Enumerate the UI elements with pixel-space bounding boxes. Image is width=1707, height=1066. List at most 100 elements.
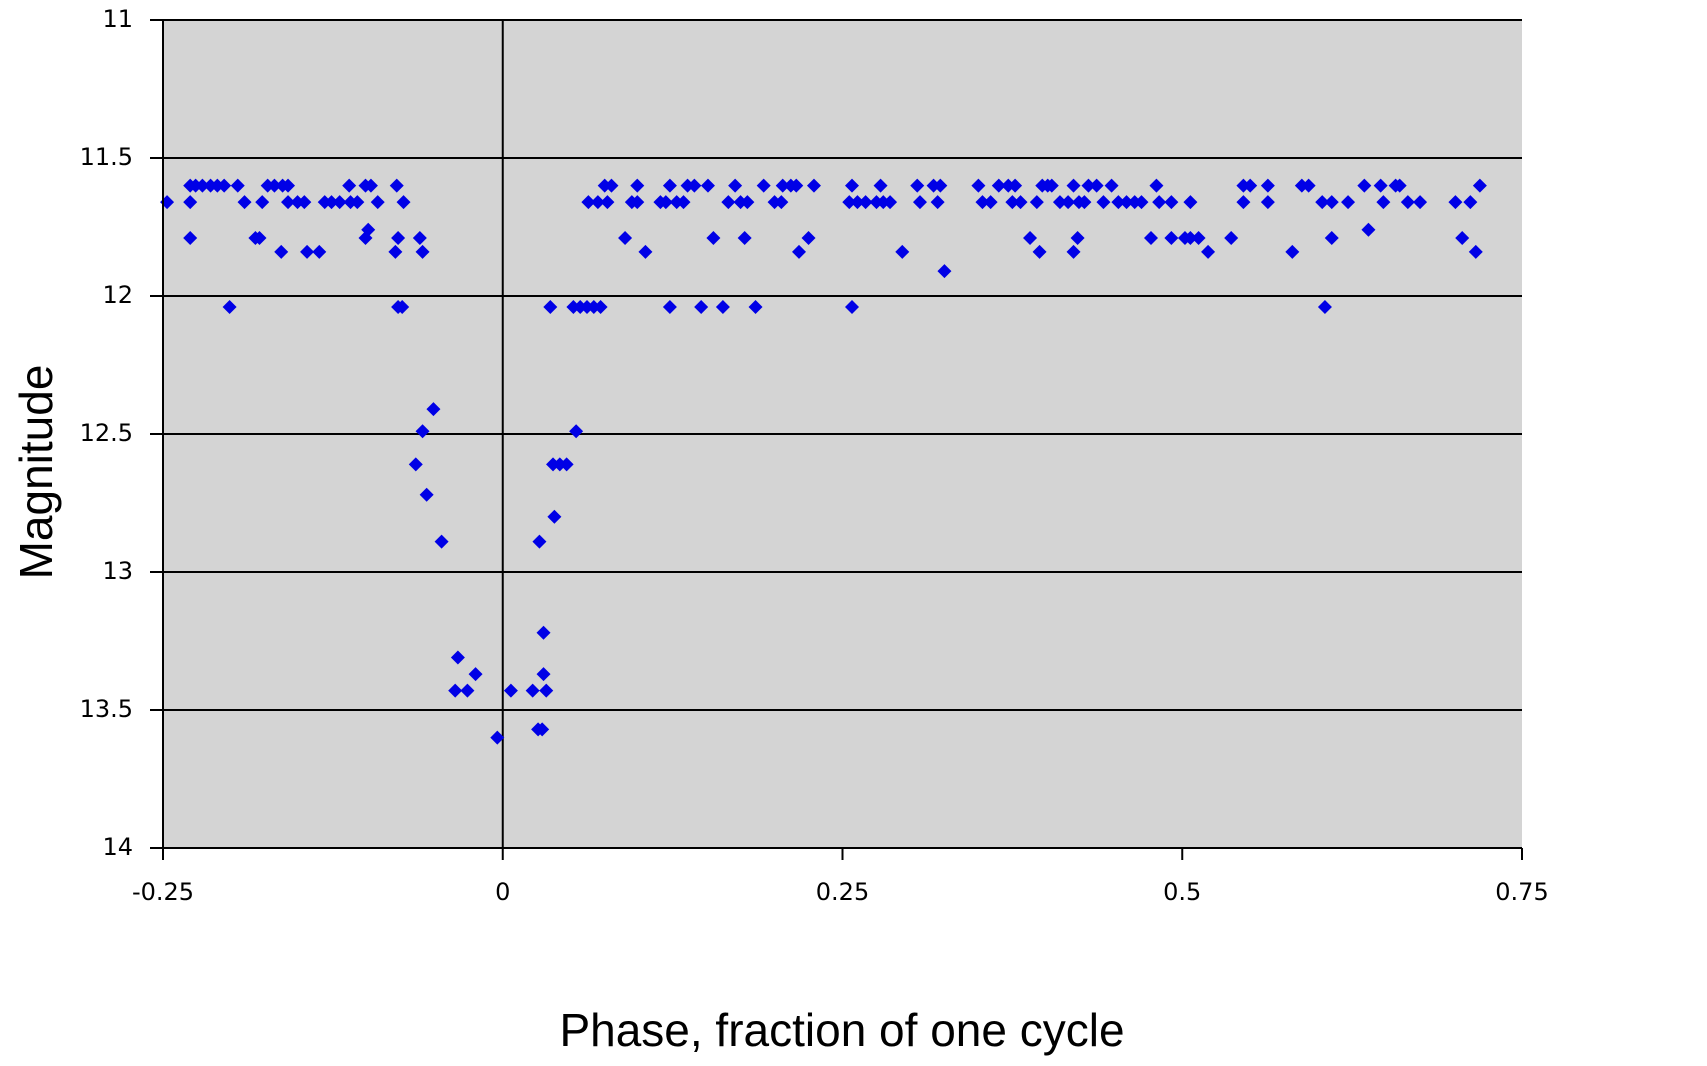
point <box>1315 195 1330 210</box>
point <box>1468 244 1483 259</box>
point <box>873 178 888 193</box>
point <box>1324 195 1339 210</box>
point <box>391 231 406 246</box>
point <box>267 178 282 193</box>
point <box>252 231 267 246</box>
point <box>792 244 807 259</box>
point <box>1357 178 1372 193</box>
point <box>532 534 547 549</box>
point <box>630 178 645 193</box>
point <box>630 195 645 210</box>
point <box>342 178 357 193</box>
point <box>700 178 715 193</box>
point <box>933 178 948 193</box>
y-tick-label: 11.5 <box>80 143 133 171</box>
y-axis-title: Magnitude <box>10 365 62 580</box>
point <box>1164 195 1179 210</box>
x-axis-title: Phase, fraction of one cycle <box>559 1004 1124 1056</box>
point <box>1224 231 1239 246</box>
point <box>728 178 743 193</box>
point <box>490 730 505 745</box>
point <box>618 231 633 246</box>
point <box>1032 244 1047 259</box>
point <box>1111 195 1126 210</box>
point <box>1152 195 1167 210</box>
point <box>845 178 860 193</box>
point <box>806 178 821 193</box>
x-tick-label: 0.5 <box>1163 878 1201 906</box>
point <box>450 650 465 665</box>
point <box>845 300 860 315</box>
point <box>539 683 554 698</box>
point <box>774 195 789 210</box>
point <box>1392 178 1407 193</box>
point <box>415 424 430 439</box>
point <box>412 231 427 246</box>
point <box>183 195 198 210</box>
point <box>756 178 771 193</box>
point <box>297 195 312 210</box>
point <box>1096 195 1111 210</box>
point <box>842 195 857 210</box>
point <box>312 244 327 259</box>
point <box>503 683 518 698</box>
point <box>324 195 339 210</box>
point <box>217 178 232 193</box>
point <box>395 300 410 315</box>
x-tick-label: 0 <box>495 878 510 906</box>
point <box>525 683 540 698</box>
point <box>737 231 752 246</box>
point <box>930 195 945 210</box>
point <box>715 300 730 315</box>
point <box>396 195 411 210</box>
point <box>300 244 315 259</box>
point <box>434 534 449 549</box>
y-tick-label: 14 <box>102 833 133 861</box>
point <box>1164 231 1179 246</box>
point <box>426 402 441 417</box>
point <box>1448 195 1463 210</box>
point <box>569 424 584 439</box>
point <box>638 244 653 259</box>
point <box>361 222 376 237</box>
point <box>222 300 237 315</box>
points <box>160 178 1487 745</box>
point <box>975 195 990 210</box>
point <box>559 457 574 472</box>
point <box>1183 195 1198 210</box>
point <box>1066 178 1081 193</box>
point <box>590 195 605 210</box>
point <box>183 231 198 246</box>
point <box>1023 231 1038 246</box>
point <box>775 178 790 193</box>
point <box>1201 244 1216 259</box>
point <box>662 178 677 193</box>
point <box>389 178 404 193</box>
point <box>363 178 378 193</box>
point <box>1008 178 1023 193</box>
axes: 11 11.5 12 12.5 13 13.5 14 -0.25 0 0.25 0.5 0.75 <box>80 5 1549 906</box>
point <box>676 195 691 210</box>
point <box>858 195 873 210</box>
point <box>1191 231 1206 246</box>
point <box>581 195 596 210</box>
point <box>1455 231 1470 246</box>
point <box>547 509 562 524</box>
point <box>255 195 270 210</box>
point <box>350 195 365 210</box>
x-tick-label: 0.75 <box>1495 878 1548 906</box>
point <box>1341 195 1356 210</box>
point <box>1013 195 1028 210</box>
point <box>883 195 898 210</box>
point <box>1066 244 1081 259</box>
point <box>1052 195 1067 210</box>
point <box>1061 195 1076 210</box>
point <box>1183 231 1198 246</box>
point <box>662 300 677 315</box>
point <box>536 667 551 682</box>
point <box>748 300 763 315</box>
point <box>1324 231 1339 246</box>
point <box>1089 178 1104 193</box>
x-tick-label: 0.25 <box>816 878 869 906</box>
